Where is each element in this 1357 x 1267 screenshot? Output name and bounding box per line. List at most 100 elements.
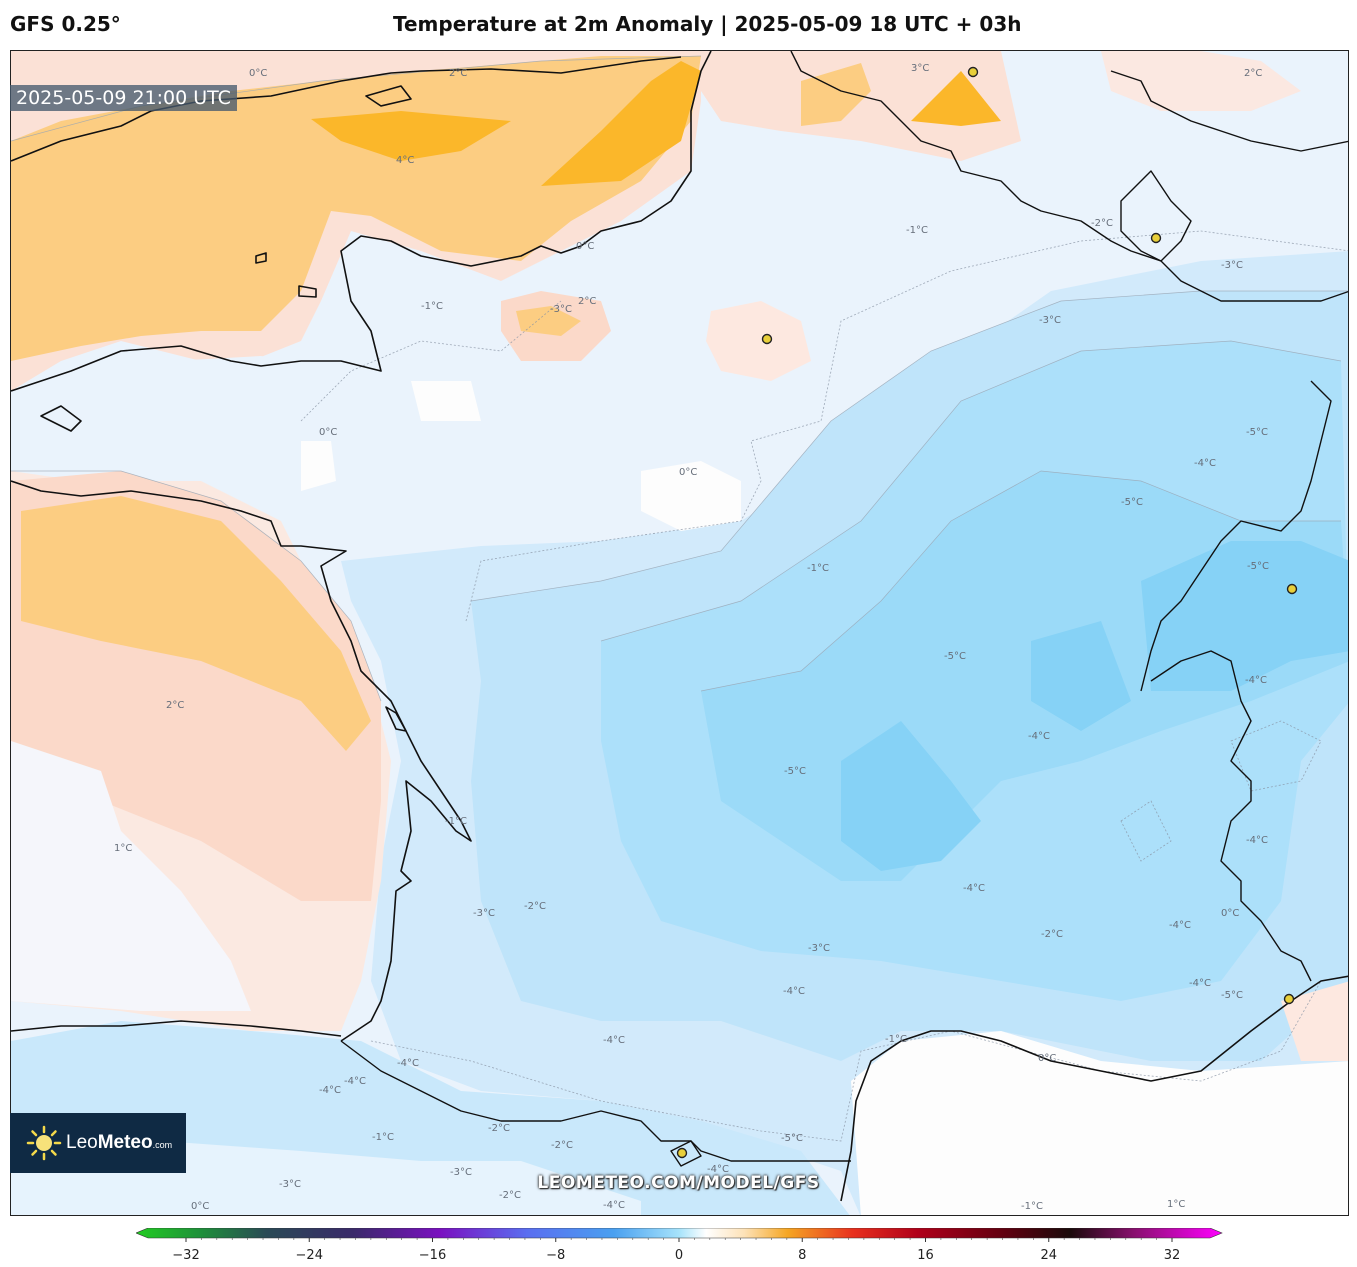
contour-label: -4°C	[1169, 920, 1191, 931]
contour-label: -3°C	[808, 943, 830, 954]
contour-label: -4°C	[344, 1076, 366, 1087]
colorbar-tick-label: −8	[546, 1248, 565, 1263]
contour-label: -5°C	[1246, 427, 1268, 438]
contour-label: -5°C	[784, 766, 806, 777]
contour-label: -2°C	[524, 901, 546, 912]
anomaly-area-atlantic-plus-3	[21, 496, 371, 751]
contour-label: 0°C	[319, 427, 337, 438]
colorbar: −32 −24 −16 −8 0 8 16 24 32	[135, 1227, 1226, 1267]
contour-label: -4°C	[603, 1200, 625, 1211]
anomaly-area-warm-spot-2	[516, 306, 581, 336]
anomaly-area-minus-6b	[841, 721, 981, 871]
anomaly-area-warm-spot-6	[411, 381, 481, 421]
contour-label: 2°C	[449, 68, 467, 79]
contour-label: -4°C	[319, 1085, 341, 1096]
contour-label: 4°C	[396, 155, 414, 166]
anomaly-area-uk-plus-4a	[311, 111, 511, 161]
city-marker[interactable]	[1150, 232, 1162, 244]
contour-label: 0°C	[1038, 1053, 1056, 1064]
leometeo-logo[interactable]: LeoMeteo.com	[10, 1113, 186, 1173]
anomaly-area-uk-plus-3	[11, 56, 701, 361]
contour-label: -1°C	[445, 816, 467, 827]
contour-label: -3°C	[550, 304, 572, 315]
anomaly-area-warm-spot-3	[706, 301, 811, 381]
watermark-url: LEOMETEO.COM/MODEL/GFS	[537, 1173, 820, 1193]
contour-label: -5°C	[1247, 561, 1269, 572]
sun-icon	[26, 1125, 62, 1161]
contour-label: -4°C	[707, 1164, 729, 1175]
city-markers	[676, 66, 1298, 1159]
borders	[340, 51, 1348, 1167]
anomaly-area-minus-6a	[1141, 541, 1348, 691]
anomaly-area-corsica	[1281, 981, 1348, 1061]
contour-label: 2°C	[1244, 68, 1262, 79]
contour-label: -5°C	[781, 1133, 803, 1144]
colorbar-tick-label: 0	[675, 1248, 683, 1263]
city-marker[interactable]	[967, 66, 979, 78]
city-marker[interactable]	[676, 1147, 688, 1159]
anomaly-area-channel-cool	[171, 356, 331, 431]
contour-label: -4°C	[1246, 835, 1268, 846]
contour-labels: 0°C 2°C 3°C 2°C 4°C -1°C -2°C 0°C -3°C -1°C 2°C -3°…	[114, 63, 1269, 1212]
contour-label: -4°C	[397, 1058, 419, 1069]
contour-label: -2°C	[499, 1190, 521, 1201]
contour-label: -1°C	[807, 563, 829, 574]
contour-lines-solid	[11, 55, 1348, 702]
contour-label: -4°C	[1245, 675, 1267, 686]
contour-label: -2°C	[551, 1140, 573, 1151]
colorbar-tick-label: −16	[419, 1248, 446, 1263]
model-label: GFS 0.25°	[10, 12, 121, 36]
contour-label: -2°C	[1041, 929, 1063, 940]
contour-label: -3°C	[1039, 315, 1061, 326]
anomaly-area-east-warm	[1101, 51, 1301, 111]
chart-title: Temperature at 2m Anomaly | 2025-05-09 1…	[393, 12, 1022, 36]
colorbar-ticks: −32 −24 −16 −8 0 8 16 24 32	[172, 1238, 1180, 1263]
coastlines	[11, 51, 1348, 1202]
city-marker[interactable]	[1283, 993, 1295, 1005]
city-marker[interactable]	[1286, 583, 1298, 595]
anomaly-area-warm-spot-4	[641, 461, 741, 531]
anomaly-area-benelux-plus-3	[801, 63, 871, 126]
anomaly-area-biscay-cool	[11, 741, 251, 1011]
contour-label: -3°C	[473, 908, 495, 919]
contour-label: -4°C	[1194, 458, 1216, 469]
anomaly-map[interactable]: 0°C 2°C 3°C 2°C 4°C -1°C -2°C 0°C -3°C -1°C 2°C -3°…	[10, 50, 1349, 1216]
contour-label: 3°C	[911, 63, 929, 74]
contour-label: -1°C	[885, 1034, 907, 1045]
contour-label: 1°C	[114, 843, 132, 854]
contour-label: 1°C	[1167, 1199, 1185, 1210]
colorbar-tick-label: 32	[1164, 1248, 1181, 1263]
contour-label: -3°C	[1221, 260, 1243, 271]
map-canvas: 0°C 2°C 3°C 2°C 4°C -1°C -2°C 0°C -3°C -1°C 2°C -3°…	[11, 51, 1348, 1215]
contour-label: -3°C	[450, 1167, 472, 1178]
contour-label: -4°C	[963, 883, 985, 894]
contour-label: -4°C	[783, 986, 805, 997]
contour-label: 0°C	[576, 241, 594, 252]
contour-label: 0°C	[679, 467, 697, 478]
anomaly-area-minus-6c	[1031, 621, 1131, 731]
contour-label: -4°C	[1189, 978, 1211, 989]
contour-lines	[300, 230, 1348, 1142]
anomaly-area-warm-spot-5	[301, 441, 336, 491]
contour-label: -5°C	[1221, 990, 1243, 1001]
contour-label: 0°C	[249, 68, 267, 79]
colorbar-tick-label: −32	[172, 1248, 199, 1263]
city-marker[interactable]	[761, 333, 773, 345]
contour-label: 0°C	[1221, 908, 1239, 919]
contour-label: -1°C	[906, 225, 928, 236]
contour-label: -4°C	[1028, 731, 1050, 742]
colorbar-tick-label: 24	[1040, 1248, 1057, 1263]
contour-label: -1°C	[372, 1132, 394, 1143]
contour-label: -5°C	[944, 651, 966, 662]
anomaly-area-benelux-warm	[701, 51, 1021, 161]
logo-text: LeoMeteo.com	[66, 1132, 173, 1153]
valid-time-badge: 2025-05-09 21:00 UTC	[10, 85, 237, 111]
contour-label: -3°C	[279, 1179, 301, 1190]
anomaly-area-mediterranean	[851, 1031, 1348, 1215]
contour-label: 2°C	[166, 700, 184, 711]
anomaly-area-uk-plus-4b	[541, 61, 701, 186]
contour-label: -4°C	[603, 1035, 625, 1046]
contour-label: 0°C	[191, 1201, 209, 1212]
anomaly-area-benelux-plus-4	[911, 71, 1001, 126]
colorbar-tick-label: 8	[798, 1248, 806, 1263]
